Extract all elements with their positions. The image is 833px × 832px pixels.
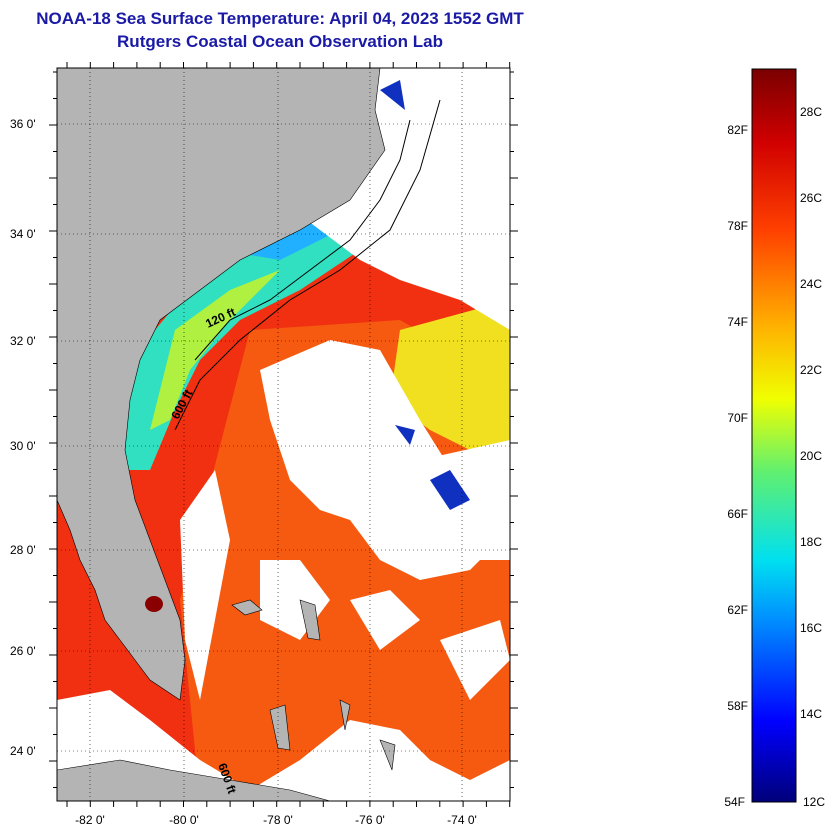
colorbar-c-label: 22C xyxy=(800,363,822,377)
lon-label: -80 0' xyxy=(169,813,199,827)
lon-label: -82 0' xyxy=(75,813,105,827)
colorbar-f-label: 74F xyxy=(727,315,748,329)
map-frame xyxy=(56,67,511,802)
lat-label: 34 0' xyxy=(10,227,36,241)
colorbar-c-label: 20C xyxy=(800,449,822,463)
colorbar-f-label: 66F xyxy=(727,507,748,521)
colorbar-c-label: 28C xyxy=(800,105,822,119)
lat-label: 32 0' xyxy=(10,334,36,348)
colorbar-f-label: 54F xyxy=(724,795,745,809)
shelf-green-water xyxy=(150,270,280,430)
isobath-120ft-line xyxy=(194,119,411,361)
colorbar-f-label: 70F xyxy=(727,411,748,425)
colorbar xyxy=(751,68,797,803)
isobath-600ft-line xyxy=(174,99,441,431)
map-title: NOAA-18 Sea Surface Temperature: April 0… xyxy=(36,9,524,28)
lat-label: 26 0' xyxy=(10,644,36,658)
cold-eddies xyxy=(380,80,470,510)
colorbar-c-label: 24C xyxy=(800,277,822,291)
lon-label: -78 0' xyxy=(263,813,293,827)
colorbar-f-label: 62F xyxy=(727,603,748,617)
lon-label: -74 0' xyxy=(447,813,477,827)
colorbar-f-label: 58F xyxy=(727,699,748,713)
lat-label: 24 0' xyxy=(10,744,36,758)
land-mainland xyxy=(57,68,386,701)
land-cuba xyxy=(57,759,331,801)
map-subtitle: Rutgers Coastal Ocean Observation Lab xyxy=(117,32,443,51)
colorbar-c-label: 18C xyxy=(800,535,822,549)
lon-label: -76 0' xyxy=(355,813,385,827)
land-bahamas xyxy=(231,599,396,771)
lat-label: 30 0' xyxy=(10,439,36,453)
colorbar-c-label: 16C xyxy=(800,621,822,635)
colorbar-c-label: 14C xyxy=(800,707,822,721)
lake-okeechobee xyxy=(145,596,163,612)
lat-label: 28 0' xyxy=(10,543,36,557)
colorbar-f-label: 78F xyxy=(727,219,748,233)
lat-label: 36 0' xyxy=(10,117,36,131)
axis-ticks xyxy=(49,62,518,807)
ocean-yellow-area xyxy=(390,300,510,470)
colorbar-c-label: 12C xyxy=(803,795,825,809)
colorbar-c-label: 26C xyxy=(800,191,822,205)
colorbar-f-label: 82F xyxy=(727,123,748,137)
